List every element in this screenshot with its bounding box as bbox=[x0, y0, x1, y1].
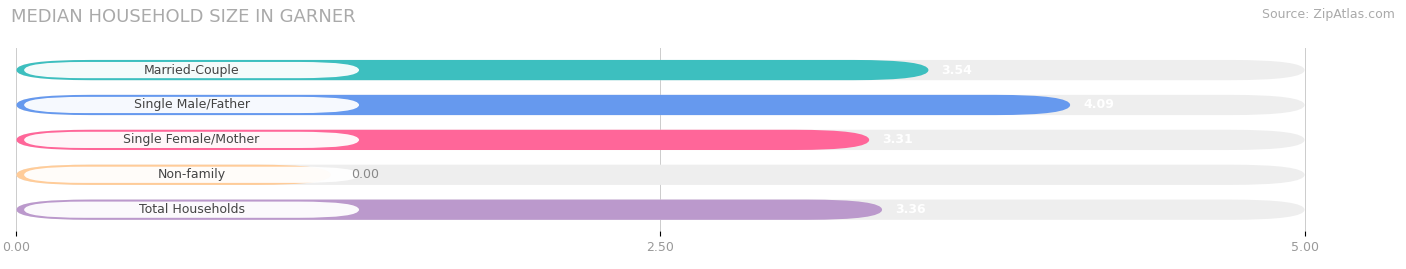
Text: Married-Couple: Married-Couple bbox=[143, 63, 239, 77]
Text: Single Female/Mother: Single Female/Mother bbox=[124, 133, 260, 146]
Text: 3.54: 3.54 bbox=[941, 63, 972, 77]
Text: Non-family: Non-family bbox=[157, 168, 225, 181]
Text: MEDIAN HOUSEHOLD SIZE IN GARNER: MEDIAN HOUSEHOLD SIZE IN GARNER bbox=[11, 8, 356, 26]
FancyBboxPatch shape bbox=[24, 167, 359, 183]
FancyBboxPatch shape bbox=[17, 200, 1305, 220]
FancyBboxPatch shape bbox=[17, 130, 1305, 150]
FancyBboxPatch shape bbox=[17, 60, 928, 80]
FancyBboxPatch shape bbox=[24, 62, 359, 78]
FancyBboxPatch shape bbox=[17, 60, 1305, 80]
FancyBboxPatch shape bbox=[17, 95, 1305, 115]
FancyBboxPatch shape bbox=[24, 132, 359, 148]
FancyBboxPatch shape bbox=[17, 95, 1070, 115]
Text: 4.09: 4.09 bbox=[1083, 98, 1114, 111]
Text: 0.00: 0.00 bbox=[352, 168, 380, 181]
Text: Source: ZipAtlas.com: Source: ZipAtlas.com bbox=[1261, 8, 1395, 21]
FancyBboxPatch shape bbox=[17, 165, 1305, 185]
Text: 3.31: 3.31 bbox=[882, 133, 912, 146]
Text: 3.36: 3.36 bbox=[896, 203, 925, 216]
FancyBboxPatch shape bbox=[17, 130, 869, 150]
FancyBboxPatch shape bbox=[17, 165, 330, 185]
FancyBboxPatch shape bbox=[24, 97, 359, 113]
FancyBboxPatch shape bbox=[17, 200, 882, 220]
Text: Total Households: Total Households bbox=[139, 203, 245, 216]
FancyBboxPatch shape bbox=[24, 201, 359, 218]
Text: Single Male/Father: Single Male/Father bbox=[134, 98, 250, 111]
